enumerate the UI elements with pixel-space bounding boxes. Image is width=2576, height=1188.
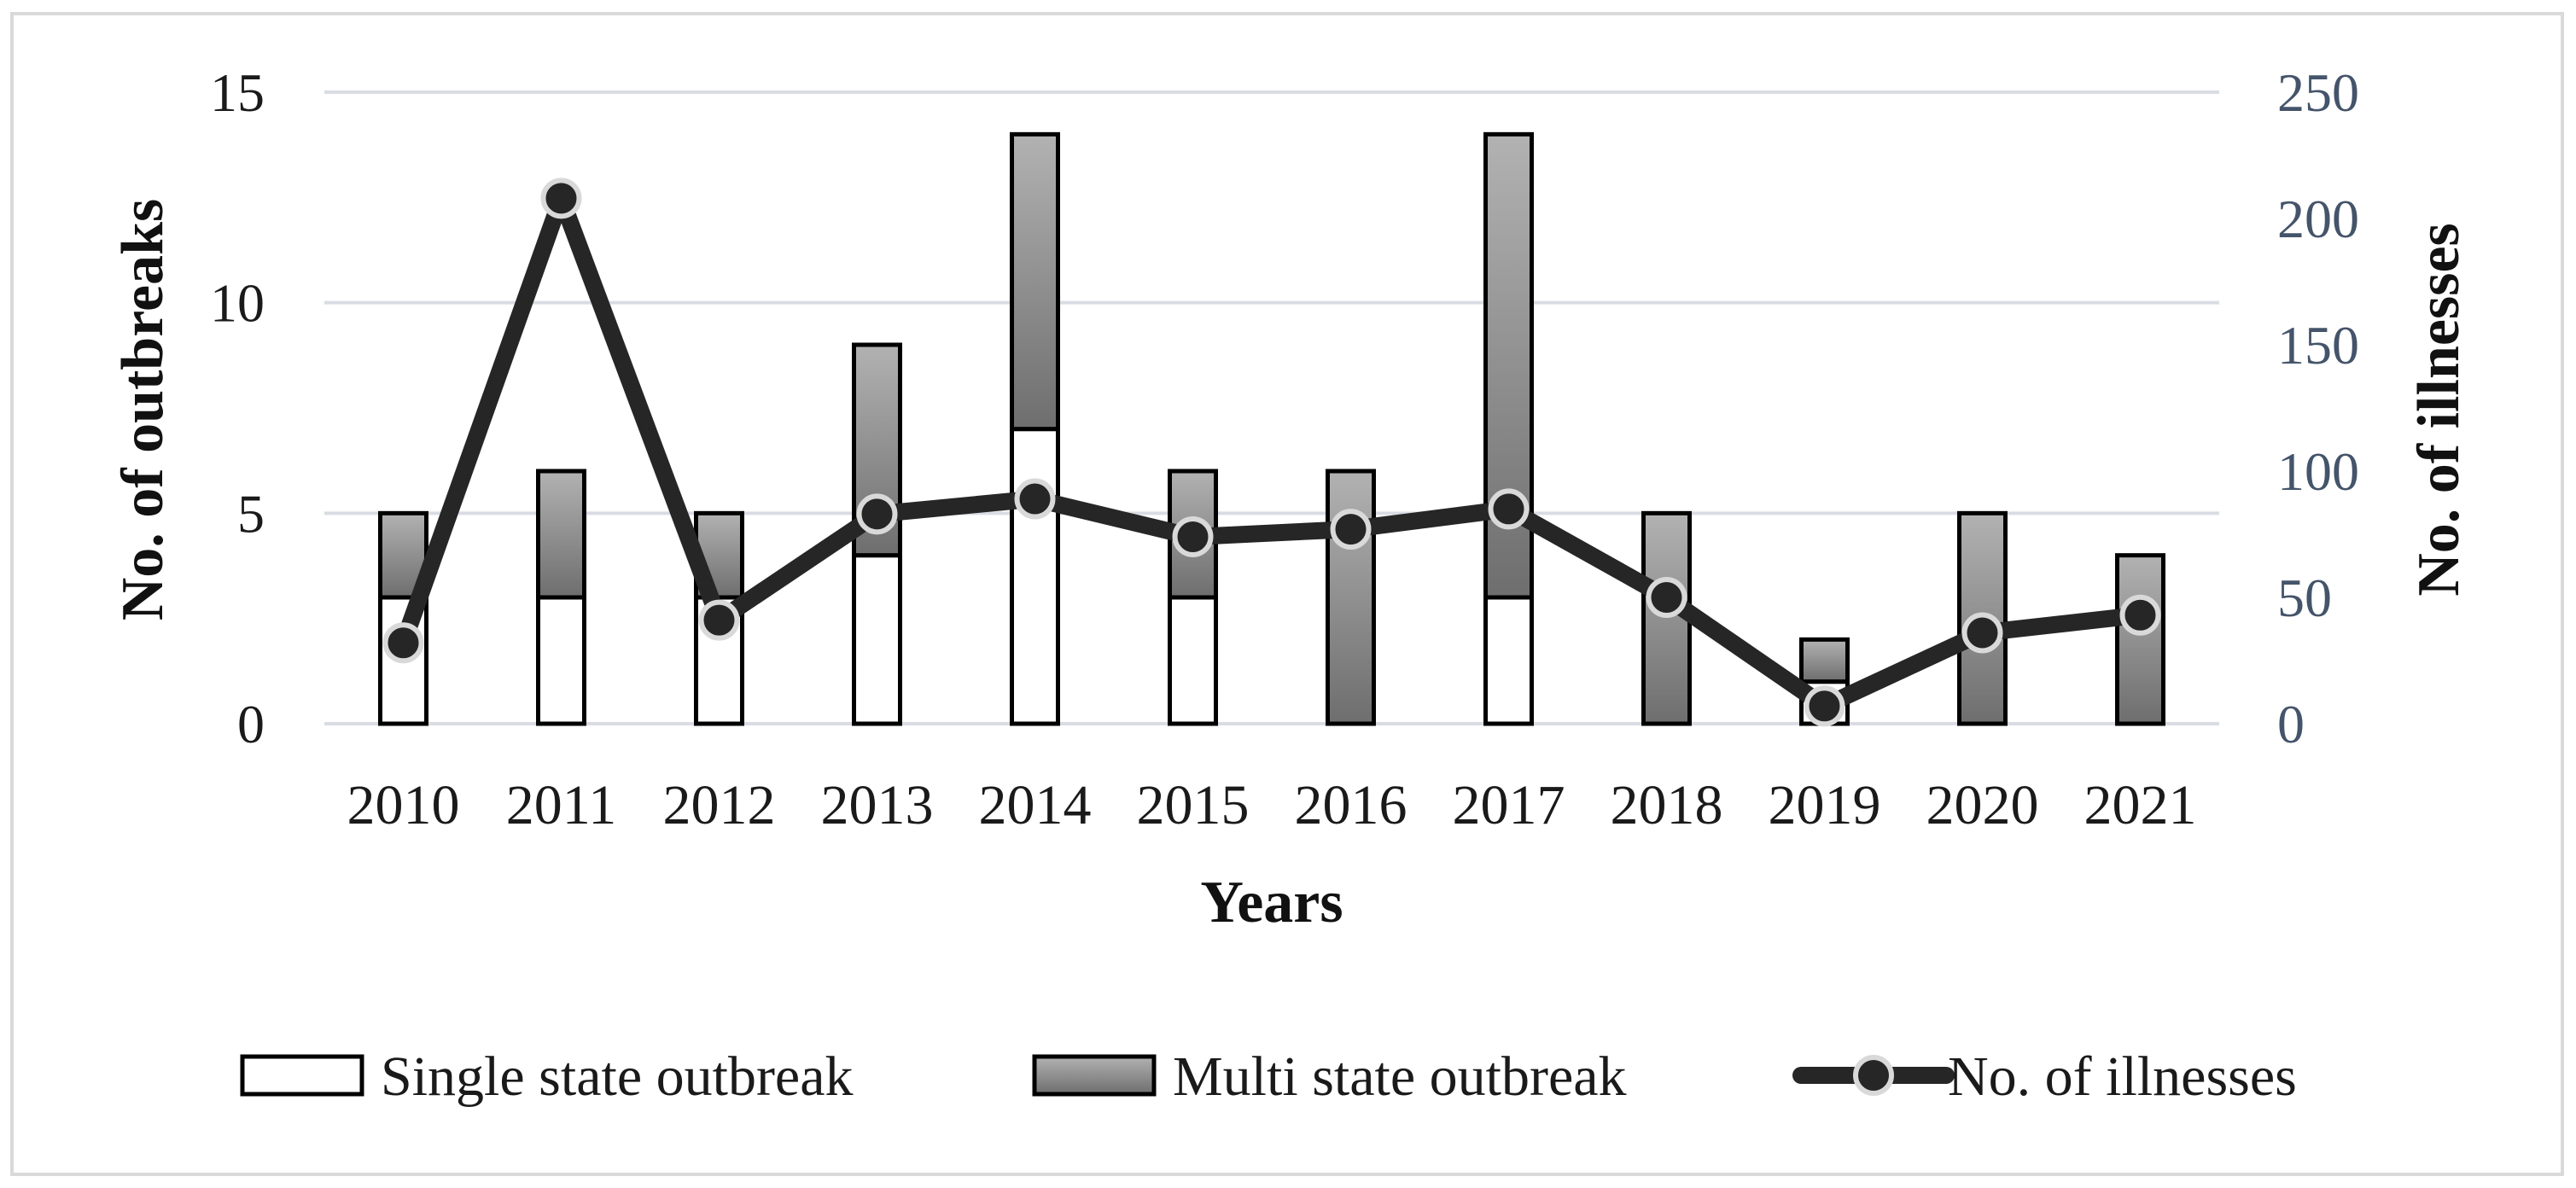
illness-point-2010 [382,622,424,664]
illness-point-2013 [856,493,898,535]
bar-single-2015 [1168,595,1218,726]
x-tick-label: 2014 [979,774,1092,836]
bar-multi-2019 [1799,637,1850,684]
illness-point-2014 [1014,478,1056,520]
legend-label-single: Single state outbreak [381,1045,854,1108]
x-axis-title: Years [1200,870,1343,935]
x-tick-label: 2012 [663,774,776,836]
illness-series-line [394,189,2149,715]
x-tick-label: 2016 [1295,774,1407,836]
y-tick-label: 0 [237,694,265,754]
legend-swatch-multi [1032,1054,1157,1097]
illness-point-2020 [1961,612,2003,654]
illness-line [382,178,2161,727]
legend-label-illnesses: No. of illnesses [1948,1045,2297,1108]
illness-point-2019 [1804,685,1845,727]
bar-multi-2020 [1957,510,2008,726]
legend-label-multi: Multi state outbreak [1173,1045,1627,1108]
y2-tick-label: 0 [2277,694,2305,754]
x-tick-label: 2018 [1611,774,1723,836]
illness-point-2011 [540,178,582,219]
illness-point-2018 [1646,577,1687,618]
legend-swatch-single [240,1054,364,1097]
y2-tick-label: 150 [2277,315,2359,376]
illness-point-2012 [698,599,740,641]
y-tick-label: 10 [210,273,265,334]
illness-point-2021 [2119,594,2161,636]
y2-tick-label: 50 [2277,568,2332,628]
bars [378,131,2165,726]
legend: Single state outbreak Multi state outbre… [240,1045,2297,1108]
y-tick-label: 5 [237,483,265,544]
gridlines [324,90,2219,725]
legend-marker-illnesses [1853,1055,1894,1096]
x-tick-label: 2017 [1453,774,1565,836]
y2-tick-label: 250 [2277,62,2359,123]
illness-point-2016 [1330,509,1372,550]
bar-single-2013 [852,553,902,726]
y2-tick-label: 200 [2277,189,2359,249]
bar-single-2017 [1483,595,1534,726]
illness-point-2015 [1172,515,1214,557]
x-tick-label: 2011 [506,774,617,836]
x-tick-label: 2019 [1769,774,1881,836]
bar-multi-2021 [2115,553,2165,726]
y-tick-label: 15 [210,62,265,123]
y-axis-title: No. of outbreaks [110,199,176,621]
bar-multi-2014 [1010,131,1060,432]
x-tick-label: 2020 [1926,774,2039,836]
x-tick-label: 2021 [2084,774,2197,836]
bar-single-2011 [536,595,586,726]
bar-single-2014 [1010,427,1060,726]
y2-tick-label: 100 [2277,441,2359,502]
x-tick-label: 2015 [1137,774,1250,836]
illness-point-2017 [1488,488,1530,530]
y2-axis-title: No. of illnesses [2406,223,2472,597]
x-tick-label: 2013 [821,774,934,836]
bar-multi-2011 [536,469,586,600]
x-tick-label: 2010 [347,774,460,836]
